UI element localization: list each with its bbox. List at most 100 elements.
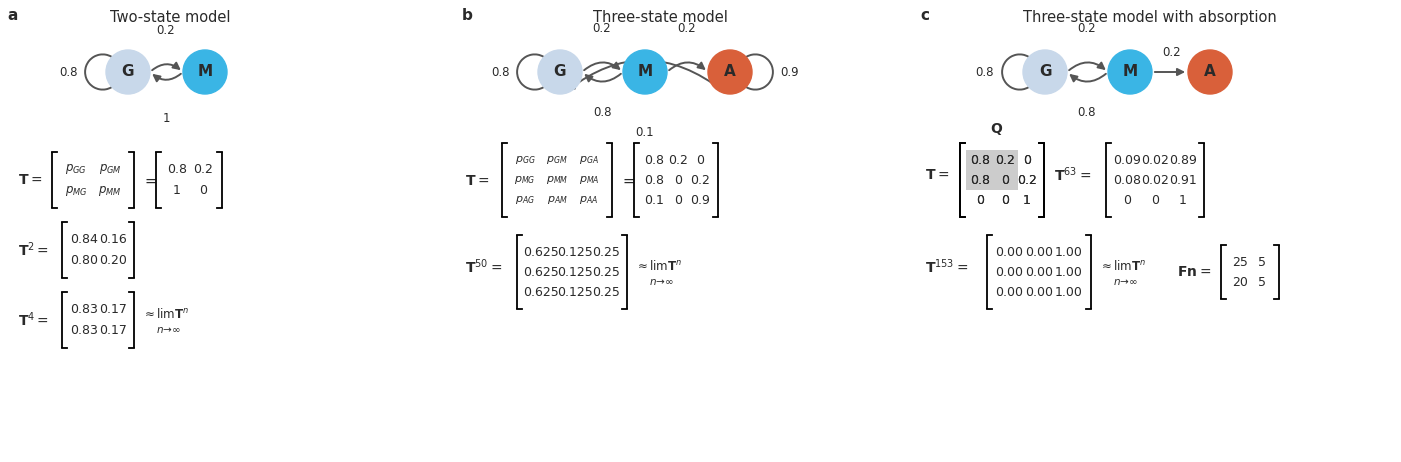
Text: 1: 1	[1023, 194, 1031, 207]
Text: 1.00: 1.00	[1055, 286, 1083, 298]
Text: 1: 1	[1023, 194, 1031, 207]
Text: 0: 0	[1152, 194, 1159, 207]
Text: Three-state model with absorption: Three-state model with absorption	[1023, 10, 1276, 25]
FancyArrowPatch shape	[569, 61, 723, 91]
Text: 0.20: 0.20	[99, 254, 127, 267]
Text: $n\!\to\!\infty$: $n\!\to\!\infty$	[649, 277, 674, 287]
Text: 0.25: 0.25	[593, 266, 619, 279]
Text: $\approx \lim \mathbf{T}^n$: $\approx \lim \mathbf{T}^n$	[1098, 259, 1146, 273]
Text: $p_{GM}$: $p_{GM}$	[546, 154, 567, 166]
Text: 0.8: 0.8	[167, 163, 186, 176]
Circle shape	[1023, 50, 1068, 94]
Text: 0.625: 0.625	[523, 245, 559, 259]
FancyArrowPatch shape	[1154, 69, 1182, 75]
Text: 0.125: 0.125	[558, 286, 593, 298]
Text: 20: 20	[1231, 275, 1248, 288]
Text: $=$: $=$	[621, 172, 636, 188]
Text: 0.00: 0.00	[995, 266, 1023, 279]
Circle shape	[106, 50, 150, 94]
FancyArrowPatch shape	[1069, 62, 1104, 70]
Circle shape	[1188, 50, 1231, 94]
Text: $p_{AM}$: $p_{AM}$	[546, 194, 567, 206]
Text: 0: 0	[674, 194, 682, 207]
Text: 0.83: 0.83	[70, 324, 98, 337]
Text: $\approx \lim \mathbf{T}^n$: $\approx \lim \mathbf{T}^n$	[142, 307, 189, 321]
Text: 0.83: 0.83	[70, 303, 98, 316]
Text: 0.625: 0.625	[523, 286, 559, 298]
Text: 0.80: 0.80	[70, 254, 98, 267]
Text: $p_{GA}$: $p_{GA}$	[579, 154, 600, 166]
Text: 1.00: 1.00	[1055, 245, 1083, 259]
FancyArrowPatch shape	[1070, 74, 1105, 82]
Circle shape	[184, 50, 227, 94]
Text: $\approx \lim \mathbf{T}^n$: $\approx \lim \mathbf{T}^n$	[635, 259, 682, 273]
Text: 0: 0	[976, 194, 984, 207]
Text: 0.125: 0.125	[558, 245, 593, 259]
Text: 0.08: 0.08	[1112, 174, 1140, 187]
Text: $\mathbf{Q}$: $\mathbf{Q}$	[991, 121, 1003, 137]
Text: 0.2: 0.2	[995, 153, 1014, 166]
Text: M: M	[198, 65, 213, 79]
Text: $p_{GG}$: $p_{GG}$	[64, 163, 87, 176]
Text: 0.2: 0.2	[668, 153, 688, 166]
Text: M: M	[1122, 65, 1138, 79]
Text: 0.8: 0.8	[59, 66, 77, 79]
Text: A: A	[1203, 65, 1216, 79]
Text: 0.25: 0.25	[593, 245, 619, 259]
Text: $\mathbf{Fn} =$: $\mathbf{Fn} =$	[1177, 265, 1212, 279]
Text: 0.2: 0.2	[995, 153, 1014, 166]
Text: 0: 0	[1023, 153, 1031, 166]
Text: $p_{MG}$: $p_{MG}$	[64, 183, 87, 197]
Bar	[967, 150, 1019, 190]
Text: $\mathbf{T}^{50} =$: $\mathbf{T}^{50} =$	[465, 258, 502, 276]
Text: 0.02: 0.02	[1140, 153, 1168, 166]
Text: 0.625: 0.625	[523, 266, 559, 279]
Text: 0.17: 0.17	[99, 303, 127, 316]
Text: Two-state model: Two-state model	[109, 10, 230, 25]
Text: 1: 1	[163, 111, 170, 124]
Text: 1: 1	[1180, 194, 1187, 207]
Text: M: M	[637, 65, 653, 79]
Text: 0.17: 0.17	[99, 324, 127, 337]
Text: c: c	[920, 8, 929, 23]
Text: $\mathbf{T}^{153} =$: $\mathbf{T}^{153} =$	[925, 258, 968, 276]
Text: 0: 0	[1124, 194, 1131, 207]
FancyArrowPatch shape	[154, 74, 181, 81]
Text: 0.89: 0.89	[1168, 153, 1196, 166]
Text: 0.00: 0.00	[1026, 266, 1054, 279]
Text: $p_{MM}$: $p_{MM}$	[546, 174, 569, 186]
Text: 0.25: 0.25	[593, 286, 619, 298]
Text: $\mathbf{T}^{2} =$: $\mathbf{T}^{2} =$	[18, 241, 49, 259]
Circle shape	[1108, 50, 1152, 94]
Circle shape	[538, 50, 581, 94]
Text: $\mathbf{T} =$: $\mathbf{T} =$	[465, 174, 489, 188]
Text: 0.8: 0.8	[969, 174, 991, 187]
Text: G: G	[122, 65, 134, 79]
Text: 1.00: 1.00	[1055, 266, 1083, 279]
Text: b: b	[462, 8, 474, 23]
Text: 0.2: 0.2	[157, 24, 175, 36]
FancyArrowPatch shape	[670, 62, 705, 70]
Text: $\mathbf{T} =$: $\mathbf{T} =$	[18, 173, 42, 187]
Text: $p_{MA}$: $p_{MA}$	[579, 174, 600, 186]
Text: 0.00: 0.00	[1026, 286, 1054, 298]
Text: 0.09: 0.09	[1112, 153, 1140, 166]
Text: 0: 0	[199, 184, 207, 197]
Text: $p_{MM}$: $p_{MM}$	[98, 183, 122, 197]
Text: 0.9: 0.9	[780, 66, 800, 79]
Text: 0.2: 0.2	[691, 174, 710, 187]
Text: 5: 5	[1258, 275, 1267, 288]
Text: 0.00: 0.00	[995, 245, 1023, 259]
Text: 0: 0	[696, 153, 703, 166]
Text: 0.16: 0.16	[99, 233, 127, 246]
Text: 0.02: 0.02	[1140, 174, 1168, 187]
Text: 0: 0	[674, 174, 682, 187]
Text: $p_{AG}$: $p_{AG}$	[516, 194, 535, 206]
Text: a: a	[7, 8, 17, 23]
Text: $=$: $=$	[142, 172, 157, 188]
Text: 0.00: 0.00	[1026, 245, 1054, 259]
Text: $n\!\to\!\infty$: $n\!\to\!\infty$	[1112, 277, 1139, 287]
Text: 0.8: 0.8	[975, 66, 995, 79]
Text: 0.8: 0.8	[644, 174, 664, 187]
FancyArrowPatch shape	[153, 63, 179, 70]
